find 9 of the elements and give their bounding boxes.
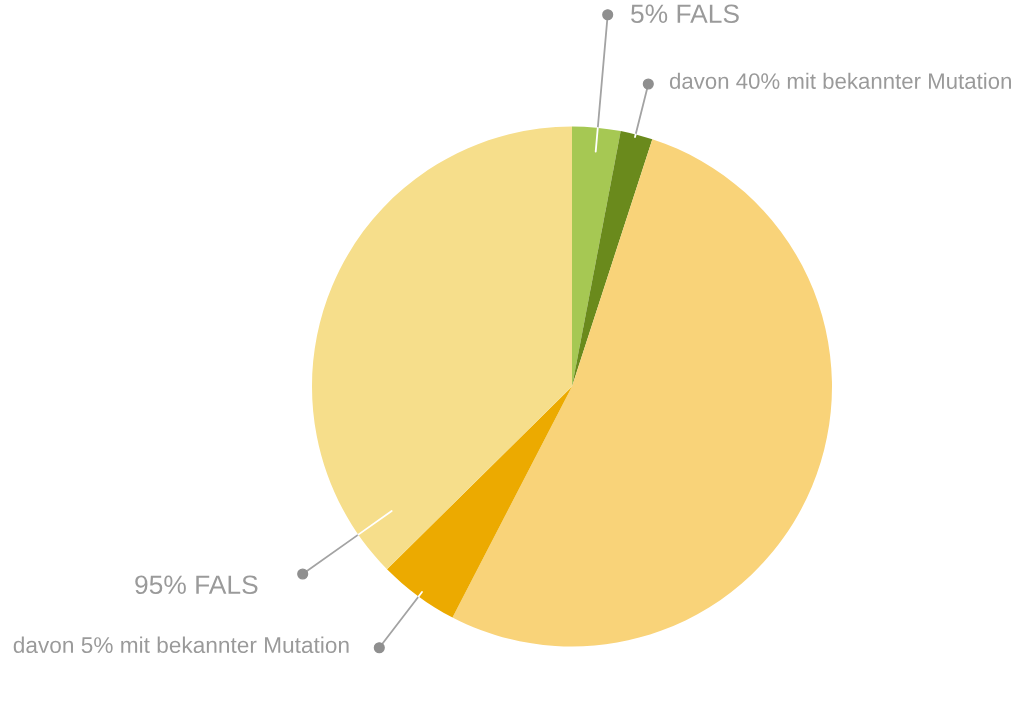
- pie-slice: [452, 139, 832, 647]
- slice-label: davon 5% mit bekannter Mutation: [13, 636, 349, 654]
- slice-label: davon 40% mit bekannter Mutation: [669, 72, 1011, 89]
- pie-slice: [572, 131, 653, 387]
- pie-slice: [572, 126, 621, 387]
- slice-label: 95% FALS: [135, 575, 258, 595]
- slice-label: 5% FALS: [631, 4, 739, 24]
- pie-slice: [312, 126, 572, 570]
- pie-slice: [387, 386, 572, 618]
